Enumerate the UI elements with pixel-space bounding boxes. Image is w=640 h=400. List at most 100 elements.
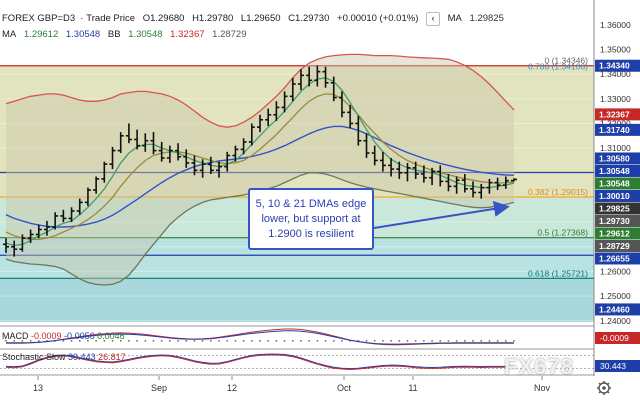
candle-29	[240, 138, 247, 155]
price-tick-label-0: 1.36000	[600, 20, 631, 30]
axis-badge-8: 1.29730	[595, 214, 640, 227]
candle-5	[43, 220, 50, 236]
axis-badge-bg-2	[595, 123, 640, 136]
macd-zero-dot-15	[128, 339, 130, 342]
bb-label: BB	[107, 29, 121, 40]
candle-33	[273, 101, 280, 121]
candle-23	[191, 155, 198, 176]
candle-22	[183, 149, 190, 168]
indicator-row: MA 1.29612 1.30548 BB 1.30548 1.32367 1.…	[2, 29, 252, 40]
bb-lower-value: 1.28729	[212, 29, 247, 40]
axis-badge-label-7: 1.29825	[599, 203, 630, 213]
macd-zero-dot-21	[177, 339, 179, 342]
axis-badge-label-1: 1.32367	[599, 109, 630, 119]
macd-zero-dot-9	[78, 339, 81, 342]
macd-zero-dot-49	[406, 339, 409, 342]
candle-36	[297, 69, 304, 91]
axis-badge-3: 1.30580	[595, 152, 640, 165]
ma2-label: MA	[2, 29, 17, 40]
macd-zero-dot-26	[218, 339, 220, 342]
macd-zero-dot-28	[234, 339, 237, 342]
macd-zero-dot-11	[95, 339, 98, 342]
axis-badge-bg-10	[595, 239, 640, 252]
macd-zero-dot-3	[29, 339, 32, 342]
macd-label: MACD	[2, 331, 29, 341]
open-value: O1.29680	[142, 13, 185, 24]
candle-41	[338, 91, 345, 118]
axis-badge-bg-6	[595, 189, 640, 202]
time-tick-label-0: 13	[33, 383, 43, 393]
candle-35	[289, 77, 296, 102]
candle-20	[166, 145, 173, 163]
candle-57	[470, 181, 477, 198]
bollinger-upper-line	[5, 53, 515, 128]
price-tick-label-10: 1.26000	[600, 266, 631, 276]
stochastic-d-line	[5, 354, 514, 371]
stochastic-pane	[0, 348, 594, 376]
time-axis-background	[0, 376, 594, 400]
time-tick-label-3: Oct	[337, 383, 352, 393]
axis-badge-label-8: 1.29730	[599, 216, 630, 226]
candle-18	[150, 132, 157, 155]
axis-badge-12: 1.24460	[595, 303, 640, 316]
ma-label: MA	[447, 13, 462, 24]
axis-badge-label-5: 1.30548	[599, 178, 630, 188]
candle-15	[125, 123, 132, 144]
axis-badge-5: 1.30548	[595, 177, 640, 190]
candle-13	[109, 146, 116, 170]
chart-header: FOREX GBP=D3 · Trade Price O1.29680 H1.297…	[0, 0, 592, 40]
axis-badge-1: 1.32367	[595, 108, 640, 121]
candle-51	[420, 165, 427, 183]
macd-zero-dot-30	[250, 339, 253, 342]
macd-zero-dot-33	[275, 339, 278, 342]
macd-zero-dot-35	[291, 339, 294, 342]
candle-2	[19, 234, 26, 252]
macd-zero-dot-44	[365, 339, 368, 342]
macd-zero-dot-48	[398, 339, 401, 342]
stochastic-k-value: 30.443	[68, 352, 96, 362]
candle-56	[461, 174, 468, 193]
axis-badge-bg-9	[595, 227, 640, 240]
collapse-legend-button[interactable]: ‹	[426, 12, 440, 26]
macd-zero-dot-7	[62, 339, 65, 342]
macd-zero-dot-27	[226, 339, 229, 342]
gear-tooth-7	[607, 382, 610, 385]
candle-10	[84, 187, 91, 207]
time-tick-label-4: 11	[408, 383, 417, 393]
macd-axis-badge	[595, 332, 640, 344]
macd-zero-dot-62	[513, 339, 515, 342]
macd-zero-dot-54	[447, 339, 450, 342]
gear-tooth-5	[598, 382, 601, 385]
ohlc-row: FOREX GBP=D3 · Trade Price O1.29680 H1.297…	[2, 12, 509, 26]
macd-pane	[0, 325, 594, 348]
fib-label-0.618: 0.618 (1.25721)	[528, 268, 588, 278]
macd-zero-dot-20	[168, 339, 171, 342]
candle-53	[437, 165, 444, 187]
axis-badge-6: 1.30010	[595, 189, 640, 202]
ma10-line	[5, 93, 515, 241]
settings-gear-icon[interactable]	[597, 381, 611, 395]
symbol-label[interactable]: FOREX GBP=D3	[2, 13, 76, 24]
candle-48	[396, 161, 403, 179]
candle-31	[257, 114, 263, 133]
candle-8	[68, 207, 75, 223]
watermark-logo: FX678	[504, 354, 574, 379]
macd-zero-dot-53	[439, 339, 442, 342]
macd-zero-dot-2	[21, 339, 24, 342]
macd-value-2: -0.0056	[64, 331, 95, 341]
candle-17	[142, 133, 149, 152]
price-tick-label-11: 1.25000	[600, 291, 631, 301]
macd-legend: MACD -0.0009 -0.0056 0.0046	[2, 331, 125, 341]
candle-3	[27, 229, 34, 244]
axis-badge-4: 1.30548	[595, 164, 640, 177]
annotation-callout: 5, 10 & 21 DMAs edge lower, but support …	[248, 188, 374, 250]
gear-tooth-3	[598, 391, 601, 394]
macd-axis-value: -0.0009	[600, 333, 629, 343]
axis-badge-0: 1.34340	[595, 59, 640, 72]
stochastic-label: Stochastic Slow	[2, 352, 66, 362]
candle-52	[429, 167, 436, 186]
axis-badge-label-4: 1.30548	[599, 166, 630, 176]
price-tick-label-1: 1.35000	[600, 44, 631, 54]
axis-badge-11: 1.26655	[595, 252, 640, 265]
